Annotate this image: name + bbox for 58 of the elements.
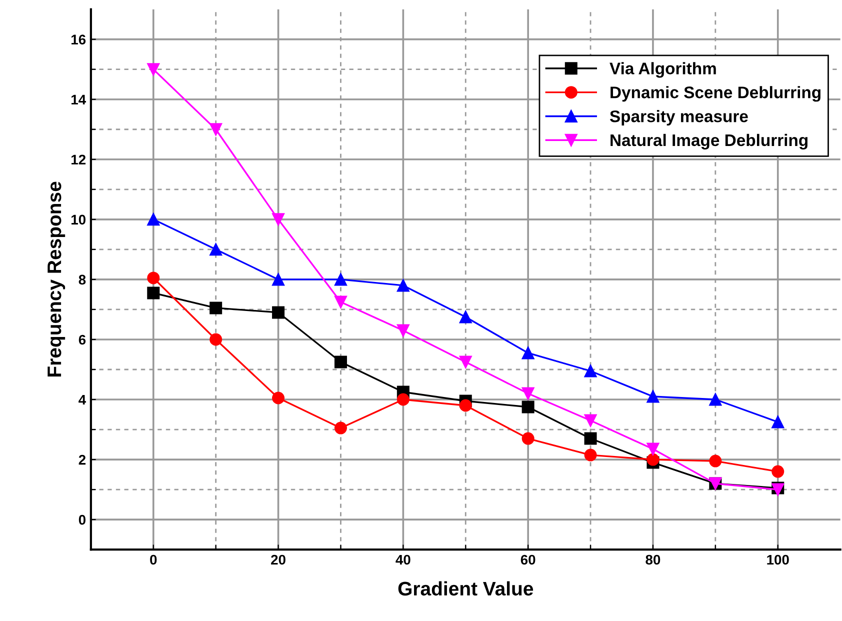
y-tick-label: 6 [78, 334, 86, 345]
point [210, 302, 222, 314]
point [459, 399, 472, 412]
y-tick-label: 12 [72, 154, 86, 164]
y-tick-label: 16 [72, 34, 86, 44]
y-tick-label: 14 [72, 94, 86, 104]
point [646, 442, 660, 456]
point [584, 432, 597, 445]
x-tick-label: 40 [396, 554, 410, 565]
point [584, 364, 597, 378]
legend-label: Natural Image Deblurring [610, 134, 808, 150]
x-tick-label: 80 [646, 554, 660, 565]
point [210, 333, 222, 346]
point [272, 306, 285, 319]
x-tick-label: 0 [150, 554, 157, 565]
point [272, 273, 285, 286]
point [584, 448, 597, 462]
point [272, 392, 285, 404]
point [210, 243, 222, 256]
point [396, 324, 410, 337]
point [459, 310, 472, 324]
point [147, 63, 160, 76]
legend-label: Sparsity measure [610, 110, 748, 126]
point [147, 286, 160, 300]
point [522, 432, 534, 445]
y-tick-label: 10 [72, 214, 86, 225]
point [147, 272, 160, 284]
point [522, 400, 534, 414]
point [334, 422, 347, 434]
point [522, 387, 534, 400]
y-axis-title: Frequency Response [48, 182, 66, 376]
point [646, 390, 660, 403]
point [584, 414, 597, 427]
point [772, 416, 784, 428]
y-tick-label: 8 [78, 274, 86, 285]
point [396, 393, 410, 406]
point [334, 356, 347, 368]
point [147, 213, 160, 226]
point [396, 279, 410, 292]
legend-label: Dynamic Scene Deblurring [610, 86, 820, 102]
y-tick-label: 4 [78, 394, 86, 405]
point [334, 273, 347, 286]
point [272, 213, 285, 226]
point [459, 356, 472, 368]
point [772, 465, 784, 478]
x-tick-label: 60 [520, 554, 536, 565]
x-axis-title: Gradient Value [398, 581, 534, 596]
y-tick-label: 2 [78, 454, 86, 465]
y-tick-label: 0 [78, 514, 86, 525]
legend-label: Via Algorithm [610, 62, 716, 78]
point [709, 454, 722, 468]
x-tick-label: 20 [271, 554, 286, 565]
point [522, 346, 534, 360]
point [210, 123, 222, 136]
point [709, 393, 722, 406]
point [334, 296, 347, 308]
x-tick-label: 100 [767, 554, 789, 565]
point [646, 453, 660, 466]
